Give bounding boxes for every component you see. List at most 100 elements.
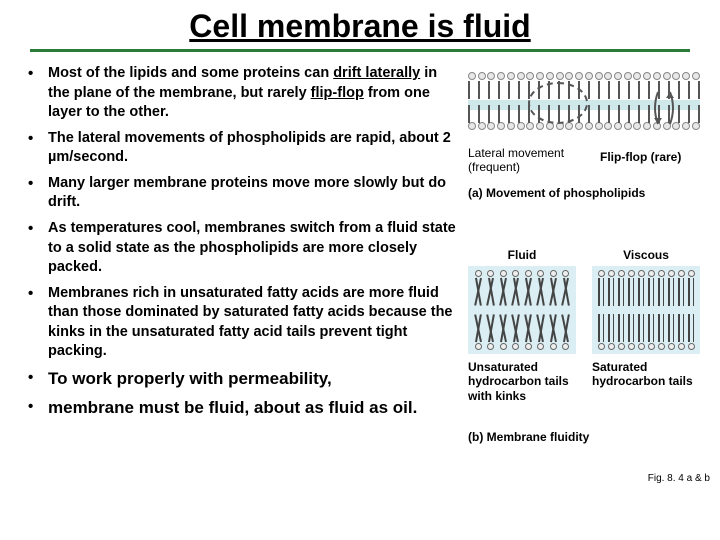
fluid-panel: Fluid Unsaturated hydrocarbon tails with… bbox=[468, 248, 576, 403]
lipid-icon bbox=[597, 310, 605, 350]
lipid-icon bbox=[499, 270, 507, 310]
phospholipid-tail bbox=[608, 105, 610, 123]
lipid-icon bbox=[647, 270, 655, 310]
lipid-icon bbox=[627, 310, 635, 350]
lipid-icon bbox=[524, 310, 532, 350]
phospholipid-tail bbox=[498, 81, 500, 99]
figure-b: Fluid Unsaturated hydrocarbon tails with… bbox=[462, 248, 706, 444]
lipid-icon bbox=[637, 310, 645, 350]
phospholipid-tail bbox=[478, 81, 480, 99]
phospholipid-tail bbox=[478, 105, 480, 123]
phospholipid-head bbox=[672, 72, 680, 80]
phospholipid-head bbox=[478, 122, 486, 130]
phospholipid-head bbox=[497, 122, 505, 130]
phospholipid-tail bbox=[608, 81, 610, 99]
viscous-panel: Viscous Saturated hydrocarbon tails bbox=[592, 248, 700, 389]
circular-arrow-icon bbox=[528, 82, 588, 124]
bullet-item: Many larger membrane proteins move more … bbox=[22, 174, 462, 213]
phospholipid-head bbox=[682, 72, 690, 80]
phospholipid-tail bbox=[638, 81, 640, 99]
lipid-icon bbox=[677, 310, 685, 350]
figure-a: Lateral movement (frequent) Flip-flop (r… bbox=[462, 64, 706, 242]
lipid-icon bbox=[499, 310, 507, 350]
figure-a-caption: (a) Movement of phospholipids bbox=[468, 186, 645, 200]
lipid-icon bbox=[474, 310, 482, 350]
lateral-label-line2: (frequent) bbox=[468, 160, 520, 174]
lipid-icon bbox=[487, 270, 495, 310]
phospholipid-tail bbox=[678, 81, 680, 99]
phospholipid-tail bbox=[698, 105, 700, 123]
lipid-icon bbox=[667, 270, 675, 310]
figure-column: Lateral movement (frequent) Flip-flop (r… bbox=[462, 64, 706, 444]
phospholipid-head bbox=[633, 122, 641, 130]
title-underline-rule bbox=[30, 49, 690, 52]
fluid-panel-title: Fluid bbox=[468, 248, 576, 262]
phospholipid-head bbox=[653, 72, 661, 80]
lipid-icon bbox=[617, 310, 625, 350]
lipid-icon bbox=[562, 270, 570, 310]
phospholipid-head bbox=[468, 122, 476, 130]
lipid-icon bbox=[597, 270, 605, 310]
lipid-icon bbox=[487, 310, 495, 350]
phospholipid-head bbox=[614, 122, 622, 130]
viscous-panel-caption: Saturated hydrocarbon tails bbox=[592, 360, 700, 389]
phospholipid-head bbox=[624, 122, 632, 130]
lipid-icon bbox=[562, 310, 570, 350]
flipflop-arrow-icon bbox=[650, 88, 678, 128]
phospholipid-tail bbox=[628, 81, 630, 99]
lipid-icon bbox=[549, 310, 557, 350]
phospholipid-tail bbox=[468, 105, 470, 123]
lipid-icon bbox=[607, 270, 615, 310]
lipid-icon bbox=[677, 270, 685, 310]
fluid-panel-caption: Unsaturated hydrocarbon tails with kinks bbox=[468, 360, 576, 403]
phospholipid-tail bbox=[508, 105, 510, 123]
phospholipid-tail bbox=[638, 105, 640, 123]
phospholipid-tail bbox=[468, 81, 470, 99]
lipid-icon bbox=[524, 270, 532, 310]
phospholipid-tail bbox=[618, 105, 620, 123]
bullet-item: membrane must be fluid, about as fluid a… bbox=[22, 397, 462, 420]
lipid-icon bbox=[537, 270, 545, 310]
lipid-icon bbox=[537, 310, 545, 350]
phospholipid-head bbox=[487, 122, 495, 130]
phospholipid-head bbox=[497, 72, 505, 80]
lipid-icon bbox=[512, 310, 520, 350]
phospholipid-head bbox=[643, 72, 651, 80]
phospholipid-tail bbox=[508, 81, 510, 99]
phospholipid-tail bbox=[488, 81, 490, 99]
viscous-row-top bbox=[596, 270, 696, 310]
lipid-icon bbox=[607, 310, 615, 350]
phospholipid-tail bbox=[698, 81, 700, 99]
lipid-icon bbox=[549, 270, 557, 310]
lipid-icon bbox=[617, 270, 625, 310]
phospholipid-head bbox=[468, 72, 476, 80]
bullet-item: Membranes rich in unsaturated fatty acid… bbox=[22, 284, 462, 362]
lateral-movement-label: Lateral movement (frequent) bbox=[468, 146, 578, 174]
lateral-movement-arrows bbox=[514, 76, 606, 132]
bullet-item: To work properly with permeability, bbox=[22, 368, 462, 391]
lipid-icon bbox=[687, 270, 695, 310]
phospholipid-head bbox=[692, 122, 700, 130]
figure-reference: Fig. 8. 4 a & b bbox=[648, 473, 710, 484]
phospholipid-tail bbox=[628, 105, 630, 123]
lipid-icon bbox=[474, 270, 482, 310]
viscous-panel-title: Viscous bbox=[592, 248, 700, 262]
bullet-item: Most of the lipids and some proteins can… bbox=[22, 64, 462, 123]
lipid-icon bbox=[657, 310, 665, 350]
lipid-icon bbox=[657, 270, 665, 310]
phospholipid-head bbox=[487, 72, 495, 80]
viscous-row-bottom bbox=[596, 310, 696, 350]
phospholipid-tail bbox=[618, 81, 620, 99]
bilayer-diagram bbox=[468, 72, 700, 132]
bullet-list: Most of the lipids and some proteins can… bbox=[22, 64, 462, 420]
slide-title: Cell membrane is fluid bbox=[0, 0, 720, 49]
phospholipid-head bbox=[682, 122, 690, 130]
phospholipid-head bbox=[663, 72, 671, 80]
content-area: Most of the lipids and some proteins can… bbox=[0, 64, 720, 444]
phospholipid-head bbox=[624, 72, 632, 80]
fluid-row-bottom bbox=[472, 310, 572, 350]
bullet-item: The lateral movements of phospholipids a… bbox=[22, 129, 462, 168]
bullet-column: Most of the lipids and some proteins can… bbox=[22, 64, 462, 444]
phospholipid-head bbox=[478, 72, 486, 80]
phospholipid-head bbox=[614, 72, 622, 80]
